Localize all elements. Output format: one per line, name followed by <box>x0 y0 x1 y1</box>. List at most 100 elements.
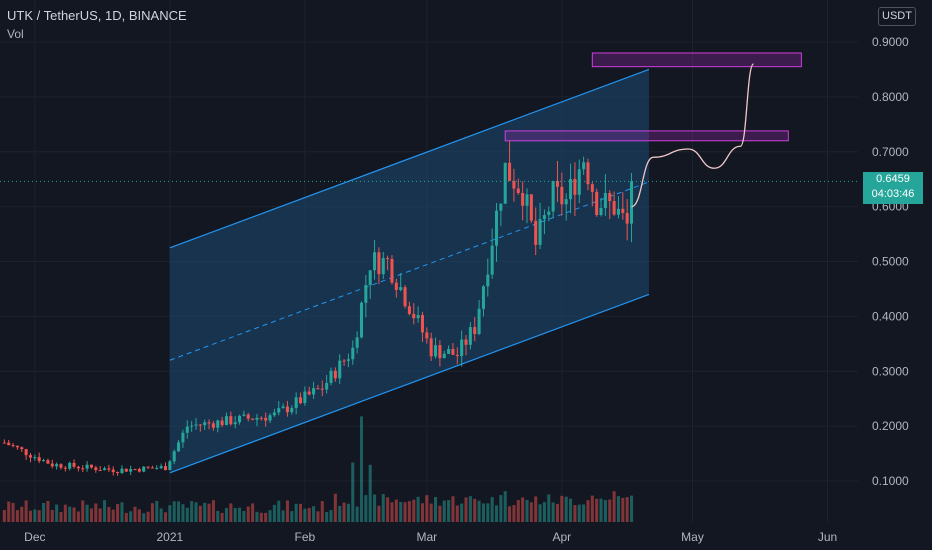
candle-body <box>203 422 207 426</box>
candle-body <box>246 414 250 419</box>
candle-body <box>211 423 215 428</box>
volume-bar <box>251 503 255 522</box>
volume-bar <box>329 509 333 522</box>
volume-bar <box>464 497 468 522</box>
candle-body <box>342 360 346 362</box>
candle-body <box>481 286 485 309</box>
volume-bar <box>94 503 98 522</box>
volume-bar <box>46 500 50 522</box>
volume-bar <box>534 496 538 522</box>
volume-bar <box>351 462 355 522</box>
candle-body <box>137 469 141 472</box>
current-price-tag: 0.6459 04:03:46 <box>863 172 923 204</box>
candle-body <box>107 468 111 470</box>
volume-bar <box>185 507 189 522</box>
volume-bar <box>521 497 525 522</box>
volume-bar <box>224 508 229 522</box>
volume-bar <box>503 491 507 522</box>
currency-button[interactable]: USDT <box>878 7 916 26</box>
volume-bar <box>569 498 573 522</box>
volume-bar <box>42 502 46 522</box>
candle-body <box>207 422 211 424</box>
candle-body <box>325 382 329 390</box>
volume-bar <box>403 502 407 522</box>
volume-bar <box>616 496 620 522</box>
volume-bar <box>203 502 207 522</box>
candle-body <box>89 464 93 468</box>
candle-body <box>194 424 198 426</box>
projection-curve <box>631 63 755 208</box>
volume-bar <box>529 502 533 522</box>
candle-body <box>242 414 246 416</box>
volume-bar <box>438 505 442 522</box>
candle-body <box>386 258 390 260</box>
volume-bar <box>33 509 37 522</box>
volume-bar <box>181 504 185 522</box>
volume-bar <box>429 503 433 522</box>
volume-bar <box>28 510 33 522</box>
volume-bar <box>338 505 342 522</box>
volume-bar <box>508 506 512 522</box>
volume-bar <box>285 500 289 522</box>
x-tick-label: Jun <box>818 530 837 544</box>
candle-body <box>455 354 459 357</box>
candle-body <box>168 461 172 471</box>
symbol-title: UTK / TetherUS, 1D, BINANCE <box>7 8 187 23</box>
volume-bar <box>551 502 555 522</box>
candle-body <box>377 252 381 275</box>
candle-body <box>255 417 259 420</box>
volume-bar <box>625 497 629 522</box>
volume-bar <box>407 501 411 522</box>
candle-body <box>146 466 150 468</box>
volume-bar <box>242 511 246 522</box>
volume-bar <box>168 505 172 522</box>
candle-body <box>220 420 224 426</box>
candle-body <box>355 337 359 348</box>
volume-bar <box>394 499 398 522</box>
volume-bar <box>412 499 416 522</box>
candle-body <box>120 468 124 474</box>
volume-bar <box>499 495 503 522</box>
candle-body <box>534 220 538 245</box>
volume-bar <box>416 496 420 522</box>
candle-body <box>294 397 298 408</box>
candle-body <box>264 417 268 421</box>
volume-bar <box>447 500 451 522</box>
candle-body <box>268 415 272 421</box>
volume-bar <box>425 495 429 522</box>
current-price-value: 0.6459 <box>876 173 910 185</box>
candle-body <box>103 468 107 471</box>
volume-bar <box>120 502 124 522</box>
candle-body <box>473 327 477 334</box>
candle-body <box>460 339 464 357</box>
candle-body <box>46 460 50 464</box>
candle-body <box>177 442 181 452</box>
volume-bar <box>455 505 459 522</box>
candle-body <box>447 349 451 354</box>
candle-body <box>429 338 433 357</box>
candle-body <box>582 162 586 170</box>
volume-bar <box>303 508 307 522</box>
volume-bar <box>142 513 146 522</box>
y-tick-label: 0.9000 <box>872 35 909 49</box>
volume-bar <box>481 503 485 522</box>
volume-bar <box>172 501 176 522</box>
candle-body <box>329 370 333 383</box>
volume-bar <box>434 496 438 522</box>
candle-body <box>381 258 385 275</box>
channel-middle-line <box>169 181 650 361</box>
volume-bar <box>442 500 446 522</box>
channel-lower-line <box>169 293 650 474</box>
volume-bar <box>377 505 381 522</box>
volume-bar <box>555 503 560 522</box>
volume-bar <box>85 504 89 522</box>
volume-bar <box>325 512 329 522</box>
volume-bar <box>255 511 259 522</box>
candle-body <box>2 442 6 444</box>
candle-body <box>394 282 398 290</box>
candle-body <box>216 420 220 428</box>
volume-bar <box>11 502 15 522</box>
candle-body <box>420 314 424 333</box>
candle-body <box>181 432 185 443</box>
